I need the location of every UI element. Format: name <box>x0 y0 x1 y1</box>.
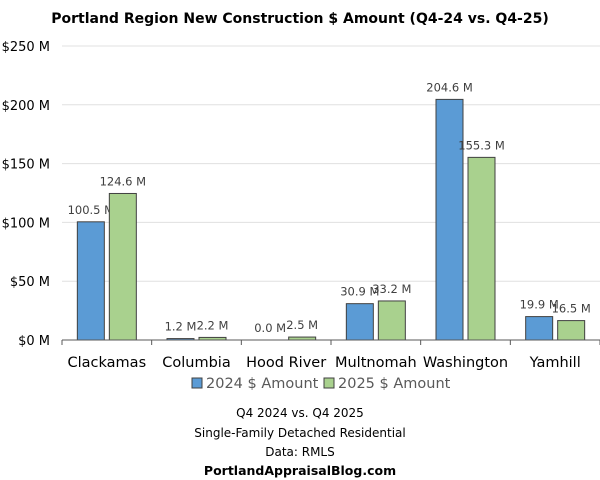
x-axis: Clackamas Columbia Hood River Multnomah Wash… <box>61 339 600 371</box>
y-tick-label: $200 M <box>2 99 50 114</box>
legend-label: 2024 $ Amount <box>206 376 319 392</box>
data-label: 33.2 M <box>372 282 411 296</box>
bar-2025 <box>377 300 406 341</box>
data-label: 30.9 M <box>340 285 379 299</box>
bar-2025 <box>557 320 586 341</box>
bar-2024 <box>435 98 464 341</box>
bar-2025 <box>108 192 137 341</box>
y-tick-label: $150 M <box>2 158 50 173</box>
subtitle-period: Q4 2024 vs. Q4 2025 <box>236 406 364 420</box>
site-credit: PortlandAppraisalBlog.com <box>204 463 396 478</box>
legend-label: 2025 $ Amount <box>338 376 451 392</box>
bars: 100.5 M 124.6 M 1.2 M 2.2 M 0.0 M 2.5 M 30.9 M… <box>68 80 591 341</box>
bar-2024 <box>525 316 554 341</box>
bar-2025 <box>467 156 496 341</box>
data-label: 2.5 M <box>286 318 318 332</box>
data-label: 1.2 M <box>165 320 197 334</box>
x-tick-label: Columbia <box>162 355 230 371</box>
y-tick-label: $50 M <box>10 275 50 290</box>
legend: 2024 $ Amount 2025 $ Amount <box>191 376 451 392</box>
subtitle-data-source: Data: RMLS <box>265 445 335 459</box>
data-label: 16.5 M <box>552 302 591 316</box>
x-tick-label: Multnomah <box>335 355 417 371</box>
x-tick-label: Yamhill <box>529 355 581 371</box>
data-label: 100.5 M <box>68 203 115 217</box>
bar-2024 <box>76 221 105 341</box>
gridlines <box>62 45 600 282</box>
x-tick-label: Clackamas <box>68 355 147 371</box>
data-label: 19.9 M <box>520 298 559 312</box>
y-tick-label: $100 M <box>2 216 50 231</box>
data-label: 124.6 M <box>100 174 147 188</box>
data-label: 204.6 M <box>426 80 473 94</box>
y-axis: $0 M $50 M $100 M $150 M $200 M $250 M <box>2 40 50 349</box>
data-label: 155.3 M <box>458 138 505 152</box>
x-tick-label: Washington <box>423 355 508 371</box>
data-label: 2.2 M <box>197 318 229 332</box>
y-tick-label: $0 M <box>18 334 50 349</box>
chart-title: Portland Region New Construction $ Amoun… <box>51 11 549 27</box>
bar-2024 <box>345 303 374 341</box>
x-tick-label: Hood River <box>246 355 326 371</box>
legend-swatch <box>191 377 203 389</box>
y-tick-label: $250 M <box>2 40 50 55</box>
subtitle-property-type: Single-Family Detached Residential <box>194 426 405 440</box>
data-label: 0.0 M <box>254 321 286 335</box>
legend-swatch <box>323 377 335 389</box>
